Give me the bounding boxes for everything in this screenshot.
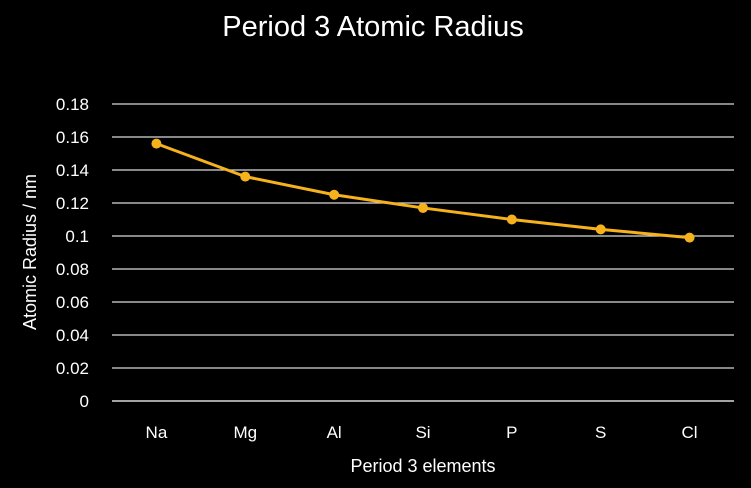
y-tick-label: 0.1 xyxy=(65,227,89,246)
x-tick-label: Al xyxy=(327,423,342,442)
grid-lines xyxy=(112,103,734,402)
data-points xyxy=(151,138,695,243)
y-tick-label: 0.02 xyxy=(56,359,89,378)
data-point xyxy=(151,138,162,149)
y-axis-label: Atomic Radius / nm xyxy=(20,174,40,330)
y-tick-label: 0.16 xyxy=(56,128,89,147)
x-tick-label: Cl xyxy=(682,423,698,442)
y-tick-label: 0.18 xyxy=(56,95,89,114)
y-tick-label: 0.04 xyxy=(56,326,89,345)
x-tick-label: Na xyxy=(146,423,168,442)
x-tick-label: Mg xyxy=(233,423,257,442)
data-point xyxy=(240,171,251,182)
y-tick-label: 0.08 xyxy=(56,260,89,279)
y-tick-label: 0.12 xyxy=(56,194,89,213)
y-tick-labels: 0 0.02 0.04 0.06 0.08 0.1 0.12 0.14 0.16 0.18 xyxy=(56,95,89,411)
x-tick-labels: Na Mg Al Si P S Cl xyxy=(146,423,698,442)
data-point xyxy=(684,232,695,243)
x-tick-label: S xyxy=(595,423,606,442)
x-tick-label: P xyxy=(506,423,517,442)
x-tick-label: Si xyxy=(415,423,430,442)
data-point xyxy=(506,214,517,225)
x-axis-label: Period 3 elements xyxy=(350,456,495,476)
data-point xyxy=(595,224,606,235)
chart-title: Period 3 Atomic Radius xyxy=(222,11,523,43)
data-point xyxy=(418,202,428,213)
y-tick-label: 0.14 xyxy=(56,161,89,180)
y-tick-label: 0 xyxy=(80,392,89,411)
y-tick-label: 0.06 xyxy=(56,293,89,312)
data-point xyxy=(329,189,340,200)
